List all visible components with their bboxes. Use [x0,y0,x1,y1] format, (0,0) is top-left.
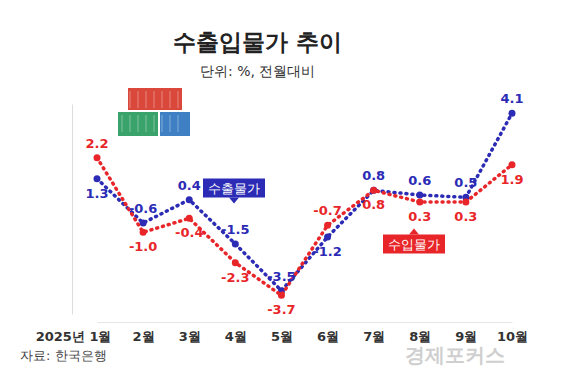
data-label: -2.3 [221,270,249,285]
x-tick-label: 10월 [497,329,528,344]
data-label: 0.4 [178,178,201,193]
x-tick-label: 6월 [317,329,339,344]
series-marker [232,259,239,266]
series-line [97,158,512,296]
x-tick-label: 3월 [179,329,201,344]
series-marker [278,292,285,299]
data-label: 0.8 [362,168,385,183]
data-label: -1.2 [313,244,341,259]
data-label: 0.8 [362,197,385,212]
data-label: 1.9 [500,172,523,187]
series-marker [324,222,331,229]
data-label: 1.3 [85,186,108,201]
x-tick-label: 5월 [271,329,293,344]
data-label: 4.1 [500,91,523,106]
data-label: 0.3 [454,209,477,224]
series-marker [140,229,147,236]
data-label: -3.5 [267,269,295,284]
data-label: 2.2 [85,136,108,151]
series-name: 수출물가 [208,181,260,196]
data-label: 0.5 [454,175,477,190]
x-tick-label: 2025년 1월 [36,329,112,344]
series-marker [186,215,193,222]
series-marker [140,220,147,227]
series-name: 수입물가 [388,237,440,252]
series-marker [462,199,469,206]
series-marker [370,187,377,194]
series-marker [416,199,423,206]
data-label: -0.6 [129,201,157,216]
data-label: -3.7 [267,302,295,317]
data-label: -0.4 [175,225,203,240]
series-marker [94,154,101,161]
series-marker [509,161,516,168]
data-labels: 1.3 -0.6 0.4 -1.5 -3.5 -1.2 0.8 0.6 0.5 4.1 2.2 -1.… [85,91,523,317]
x-axis-line [98,322,513,323]
title: 수출입물가 추이 [173,29,342,55]
x-tick-label: 2월 [133,329,155,344]
x-tick-label: 7월 [363,329,385,344]
data-label: -1.0 [129,239,157,254]
series-name-bg [383,235,445,254]
y-axis [72,105,73,315]
source: 자료: 한국은행 [20,348,107,363]
series-marker [94,175,101,182]
y-axis-line [72,105,73,315]
data-label: -1.5 [221,222,249,237]
series-name-box: 수출물가 [203,179,265,204]
data-label: 0.6 [408,173,431,188]
data-label: 0.3 [408,209,431,224]
series-marker [416,192,423,199]
watermark: 경제포커스 [405,343,505,367]
x-tick-label: 8월 [409,329,431,344]
series-name-box: 수입물가 [383,229,445,254]
series-marker [370,187,377,194]
series-name-pointer [409,229,419,235]
series-name-bg [203,179,265,198]
data-label: -0.7 [313,203,341,218]
chart: 수출입물가 추이단위: %, 전월대비 2025년 1월 2월 3월 4월 5월 6월 7월 8… [0,0,570,379]
x-tick-label: 4월 [225,329,247,344]
plot-area [94,110,516,299]
x-tick-label: 9월 [455,329,477,344]
series-name-pointer [229,198,239,204]
x-axis: 2025년 1월 2월 3월 4월 5월 6월 7월 8월 9월 10월 [36,322,528,344]
series-marker [232,241,239,248]
series-marker [186,196,193,203]
series-marker [509,110,516,117]
series-marker [324,234,331,241]
container-icon [118,88,190,136]
subtitle: 단위: %, 전월대비 [200,63,315,79]
